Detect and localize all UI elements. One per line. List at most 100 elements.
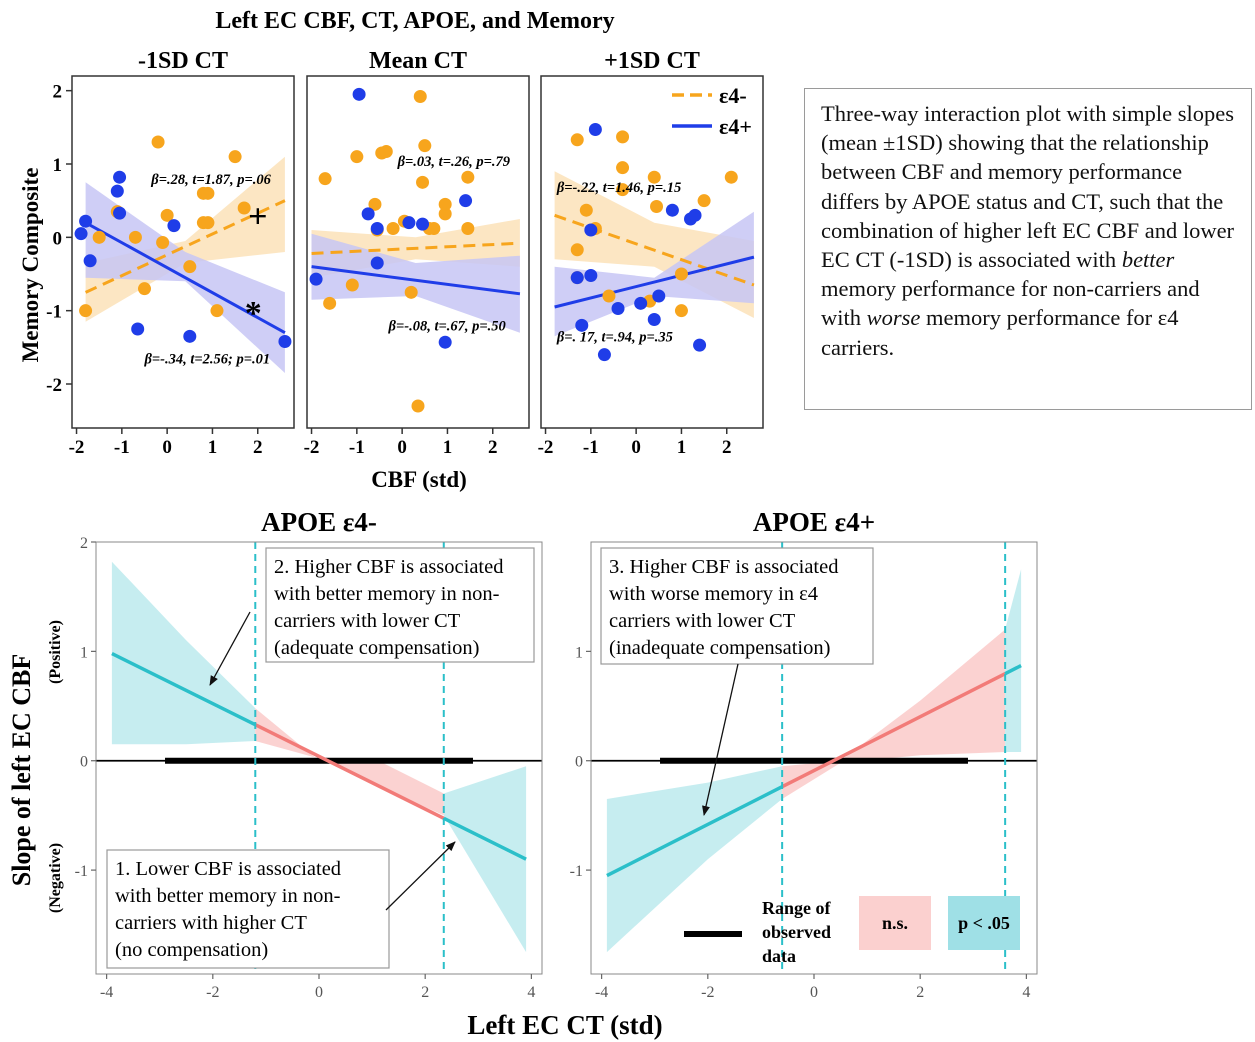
- data-point-e4-: [379, 145, 393, 159]
- data-point-e4-: [602, 289, 616, 303]
- annotation-line: (inadequate compensation): [609, 637, 830, 659]
- data-point-e4-: [427, 222, 441, 236]
- slope-line-significant: [111, 651, 257, 727]
- x-tick-label: -4: [100, 984, 113, 1001]
- regression-line-e4+: [84, 221, 286, 334]
- data-point-e4+: [652, 289, 666, 303]
- annotation-line: with better memory in non-: [274, 583, 500, 605]
- data-point-e4+: [584, 223, 598, 237]
- annotation-arrow: [385, 841, 456, 911]
- panel-frame: [71, 75, 295, 429]
- data-point-e4-: [674, 304, 688, 318]
- data-point-e4-: [416, 175, 430, 189]
- ci-band-significant: [1005, 569, 1022, 752]
- annotation-box: 3. Higher CBF is associated with worse me…: [600, 547, 874, 816]
- x-tick-label: -2: [304, 437, 320, 458]
- data-point-e4-: [79, 304, 93, 318]
- x-tick-label: 0: [397, 437, 407, 458]
- caption-text-2: memory performance for non-carriers and …: [821, 276, 1200, 331]
- x-tick-label: -1: [349, 437, 365, 458]
- panel-title: APOE ε4+: [753, 507, 875, 537]
- ci-band-not-significant: [782, 629, 1006, 799]
- y-tick-label: 1: [53, 155, 63, 176]
- slope-line-significant: [606, 785, 783, 878]
- data-point-e4-: [570, 133, 584, 147]
- data-point-e4-: [156, 235, 170, 249]
- data-point-e4-: [210, 304, 224, 318]
- data-point-e4+: [611, 301, 625, 315]
- regression-line-e4+: [311, 265, 521, 296]
- caption-emphasis-worse: worse: [866, 305, 921, 331]
- annotation-line: 2. Higher CBF is associated: [274, 556, 503, 578]
- data-point-e4-: [183, 260, 197, 274]
- regression-line-e4+: [554, 255, 755, 309]
- data-point-e4-: [650, 200, 664, 214]
- annotation-line: carriers with lower CT: [609, 610, 796, 632]
- stat-annotation: β=-.22, t=1.46, p=.15: [556, 180, 681, 196]
- annotation-arrow: [702, 663, 739, 816]
- annotation-line: 1. Lower CBF is associated: [115, 858, 341, 880]
- data-point-e4+: [693, 338, 707, 352]
- ci-band-e4-: [85, 156, 285, 322]
- x-tick-label: 0: [631, 437, 641, 458]
- y-tick-label: -1: [570, 863, 583, 880]
- slope-line-significant: [442, 816, 527, 861]
- data-point-e4+: [688, 208, 702, 222]
- stat-annotation: β=.28, t=1.87, p=.06: [150, 172, 271, 188]
- data-point-e4-: [616, 130, 630, 144]
- x-tick-label: 4: [527, 984, 535, 1001]
- data-point-e4+: [570, 271, 584, 285]
- ci-band-e4+: [554, 211, 754, 337]
- annotation-frame: [600, 547, 874, 665]
- data-point-e4+: [309, 272, 323, 286]
- legend-sig-swatch: [948, 896, 1020, 950]
- legend-range-label: Range of: [762, 898, 831, 918]
- y-tick-label: -1: [75, 863, 88, 880]
- data-point-e4-: [647, 170, 661, 184]
- annotation-line: carriers with lower CT: [274, 610, 461, 632]
- data-point-e4+: [352, 87, 366, 101]
- legend-range-label: data: [762, 946, 796, 966]
- data-point-e4-: [201, 186, 215, 200]
- data-point-e4-: [160, 208, 174, 222]
- slope-line-not-significant: [254, 723, 445, 820]
- x-tick-label: -2: [701, 984, 714, 1001]
- x-tick-label: 1: [677, 437, 687, 458]
- data-point-e4+: [113, 170, 127, 184]
- legend: ε4-ε4+: [672, 83, 752, 139]
- panel-title: +1SD CT: [604, 48, 700, 74]
- panel-plot-area: [74, 135, 292, 373]
- panel-frame: [540, 75, 764, 429]
- data-point-e4-: [697, 194, 711, 208]
- data-point-e4-: [368, 197, 382, 211]
- data-point-e4+: [110, 184, 124, 198]
- data-point-e4-: [137, 282, 151, 296]
- data-point-e4-: [724, 170, 738, 184]
- jn-legend: Range of observed data n.s. p < .05: [684, 896, 1020, 966]
- x-tick-label: -1: [583, 437, 599, 458]
- bottom-x-axis-label: Left EC CT (std): [467, 1010, 662, 1040]
- data-point-e4+: [438, 335, 452, 349]
- data-point-e4+: [74, 227, 88, 241]
- top-title: Left EC CBF, CT, APOE, and Memory: [215, 8, 614, 34]
- stat-annotation: β=.03, t=.26, p=.79: [397, 154, 510, 170]
- y-tick-label: -2: [46, 375, 62, 396]
- data-point-e4-: [151, 135, 165, 149]
- stat-annotation: β=. 17, t=.94, p=.35: [556, 329, 673, 345]
- scatter-panel-3: +1SD CT β=-.22, t=1.46, p=.15 β=. 17, t=.9…: [538, 48, 764, 458]
- data-point-e4+: [79, 214, 93, 228]
- x-tick-label: -2: [206, 984, 219, 1001]
- data-point-e4+: [370, 222, 384, 236]
- ci-band-significant: [111, 561, 256, 745]
- data-point-e4-: [674, 267, 688, 281]
- data-point-e4-: [570, 243, 584, 257]
- x-tick-label: 2: [421, 984, 429, 1001]
- legend-label: ε4-: [719, 83, 747, 108]
- panel-plot-area: [309, 87, 521, 413]
- data-point-e4+: [416, 217, 430, 231]
- data-point-e4+: [665, 203, 679, 217]
- data-point-e4-: [237, 201, 251, 215]
- data-point-e4+: [183, 329, 197, 343]
- data-point-e4-: [201, 216, 215, 230]
- x-tick-label: 2: [253, 437, 263, 458]
